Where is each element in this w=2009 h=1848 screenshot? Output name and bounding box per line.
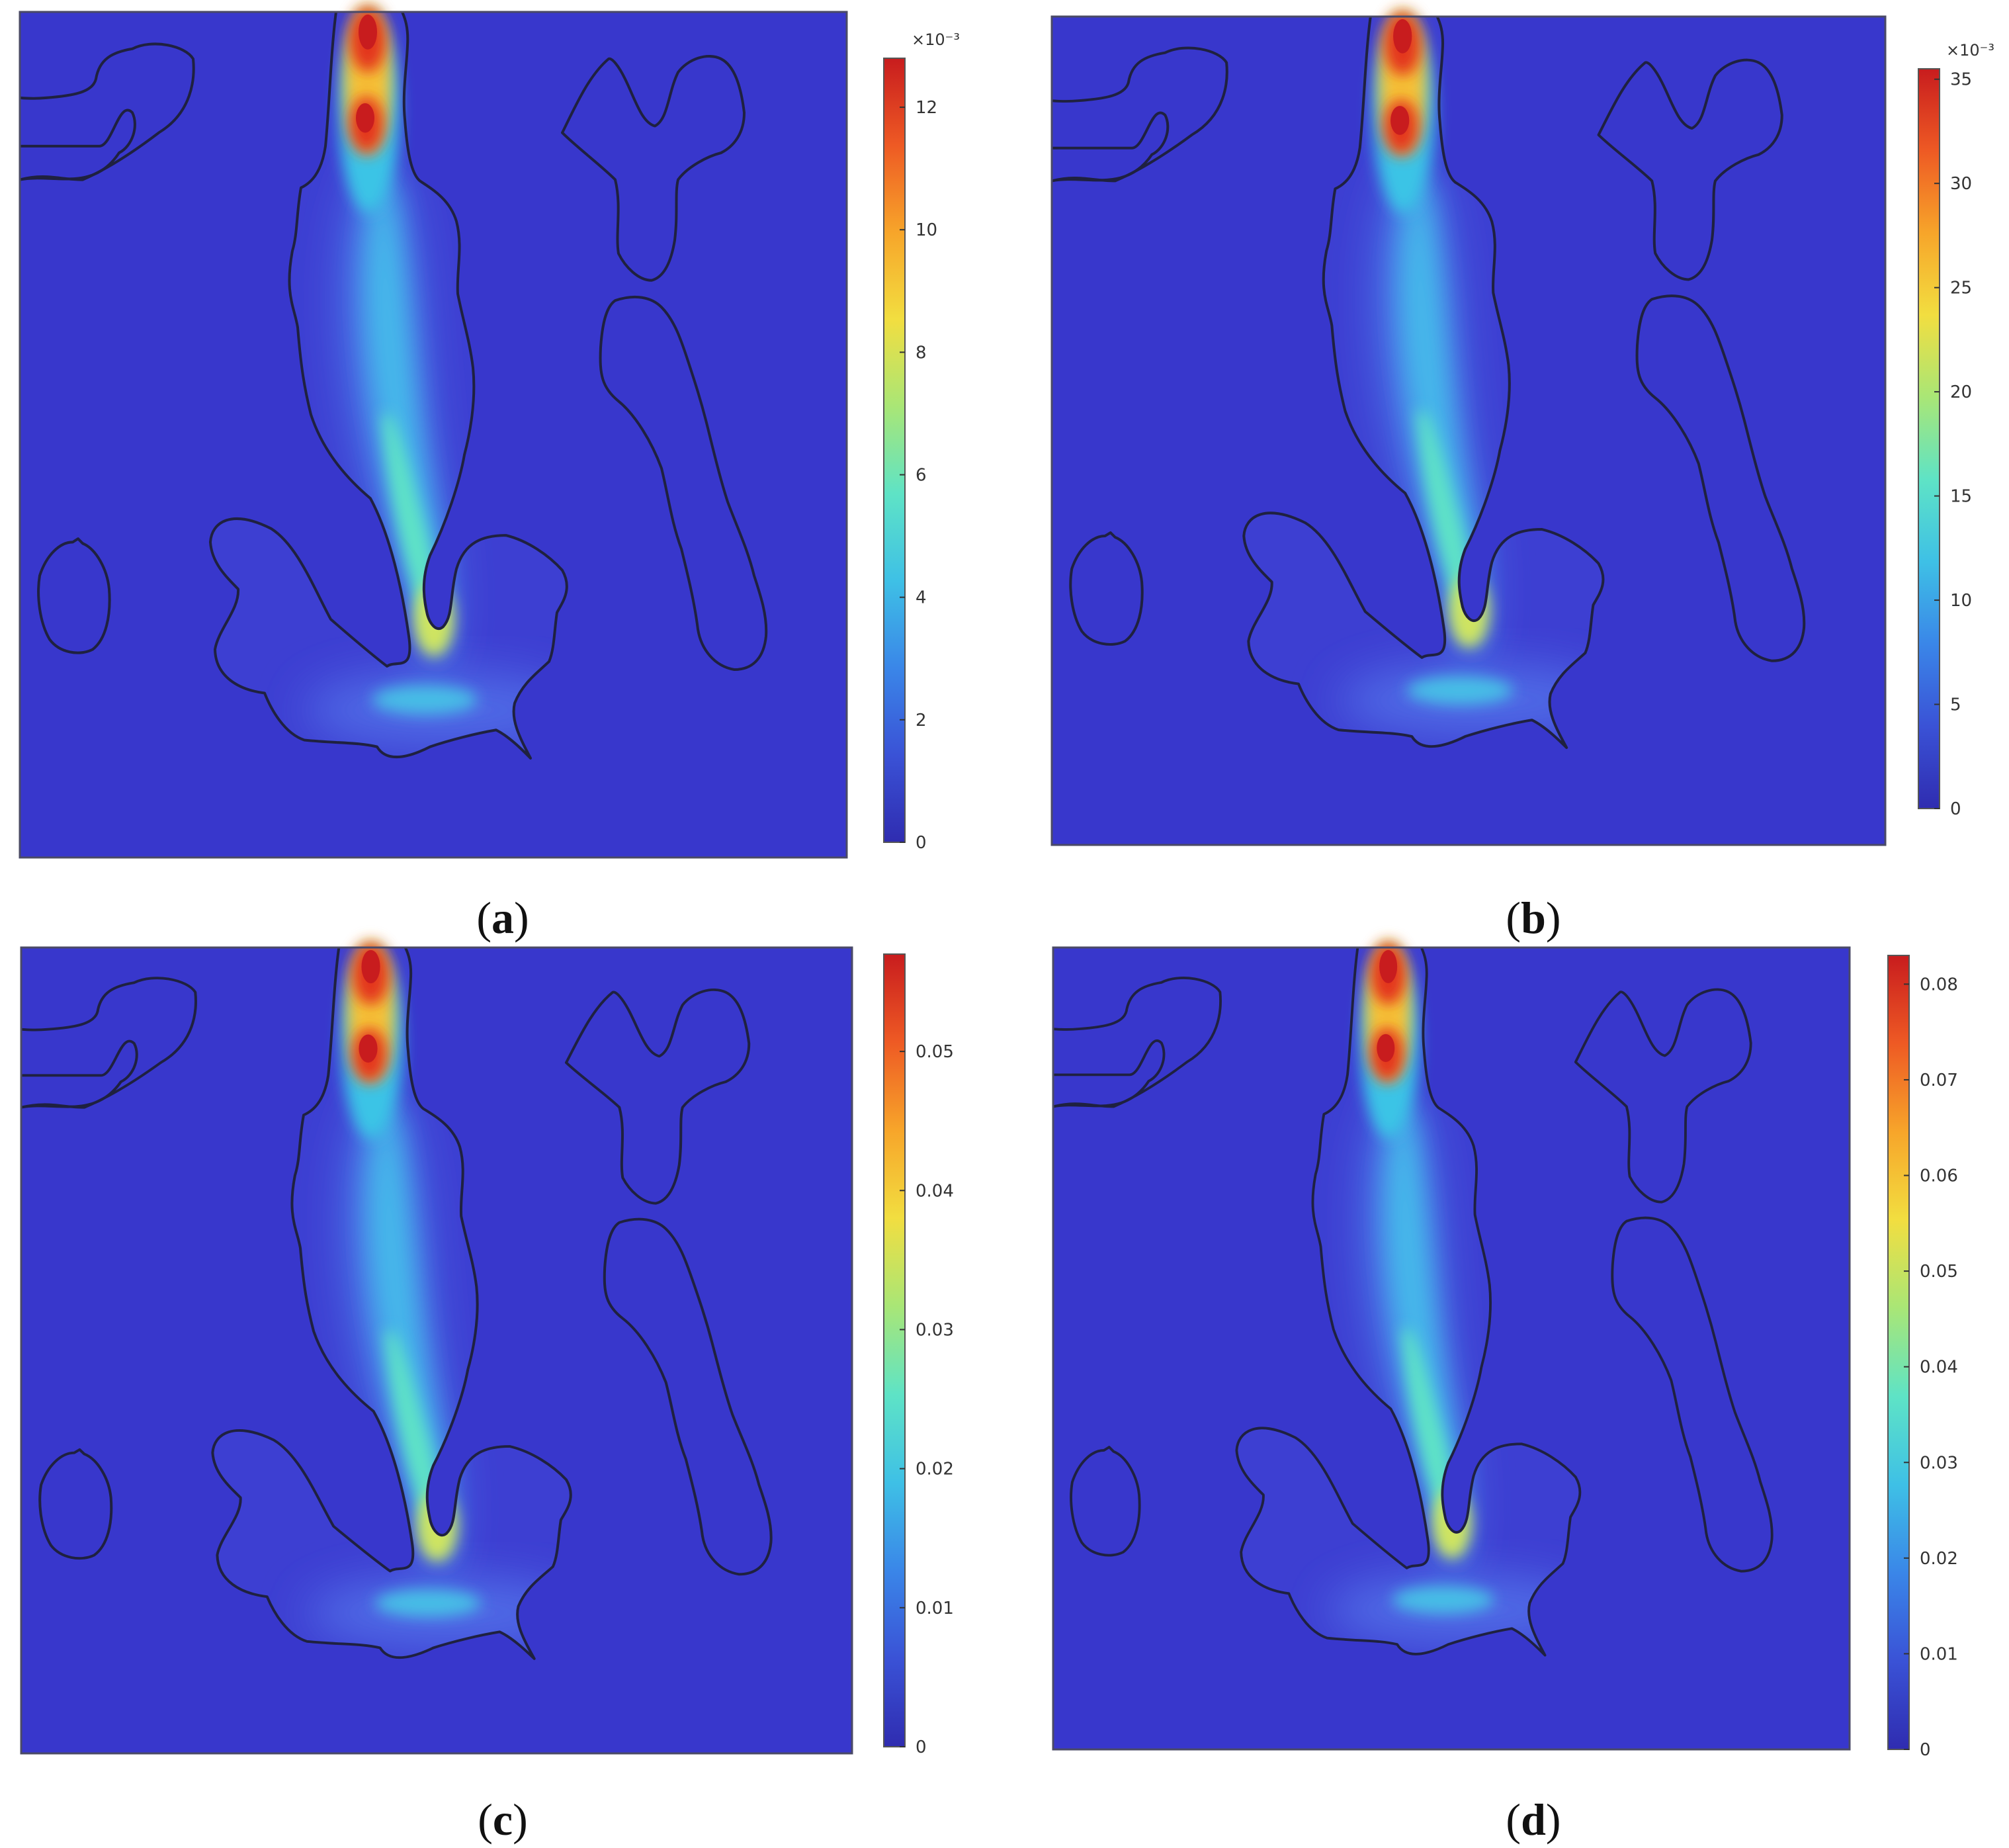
panel-d: 0 0.01 0.02 0.03 0.04 0.05 0.06 0.07 0.08 (d) bbox=[1053, 941, 1958, 1845]
colorbar-tick-label: 0 bbox=[1950, 799, 1961, 819]
colorbar-tick-label: 0.01 bbox=[916, 1599, 954, 1618]
colorbar-exponent: ×10⁻³ bbox=[1946, 41, 1994, 60]
colorbar-tick-label: 0.05 bbox=[916, 1042, 954, 1062]
colorbar-tick-label: 0.04 bbox=[1920, 1358, 1958, 1378]
field-plot-a bbox=[20, 5, 847, 858]
colorbar-tick-label: 0.03 bbox=[916, 1320, 954, 1340]
colorbar-tick-label: 35 bbox=[1950, 70, 1972, 90]
colorbar-exponent: ×10⁻³ bbox=[912, 30, 960, 49]
colorbar-tick-label: 0 bbox=[916, 1738, 927, 1757]
colorbar-b: 0 5 10 15 20 25 30 35 ×10⁻³ bbox=[1918, 41, 1994, 819]
colorbar-tick-label: 6 bbox=[916, 466, 927, 486]
colorbar-tick-label: 15 bbox=[1950, 487, 1972, 507]
colorbar-tick-label: 0 bbox=[1920, 1740, 1931, 1760]
colorbar-tick-label: 0.02 bbox=[1920, 1549, 1958, 1569]
colorbar-c: 0 0.01 0.02 0.03 0.04 0.05 bbox=[883, 953, 954, 1757]
panel-a: 0 2 4 6 8 10 12 ×10⁻³ (a) bbox=[20, 5, 960, 943]
colorbar-gradient bbox=[1887, 955, 1910, 1750]
colorbar-tick-label: 12 bbox=[916, 98, 937, 118]
colorbar-tick-label: 0.07 bbox=[1920, 1071, 1958, 1090]
panel-c: 0 0.01 0.02 0.03 0.04 0.05 (c) bbox=[21, 941, 954, 1845]
colorbar-tick-label: 0.08 bbox=[1920, 975, 1958, 994]
caption-b: (b) bbox=[1506, 893, 1560, 943]
caption-d: (d) bbox=[1506, 1794, 1560, 1845]
colorbar-gradient bbox=[1918, 68, 1940, 809]
colorbar-tick-label: 4 bbox=[916, 588, 927, 608]
colorbar-tick-label: 0.05 bbox=[1920, 1262, 1958, 1282]
colorbar-tick-label: 30 bbox=[1950, 174, 1972, 194]
colorbar-tick-label: 20 bbox=[1950, 382, 1972, 402]
colorbar-tick-label: 0.03 bbox=[1920, 1453, 1958, 1473]
colorbar-tick-label: 8 bbox=[916, 343, 927, 363]
colorbar-tick-label: 10 bbox=[1950, 591, 1972, 611]
colorbar-tick-label: 25 bbox=[1950, 279, 1972, 298]
caption-a: (a) bbox=[476, 893, 529, 943]
colorbar-gradient bbox=[883, 58, 906, 843]
field-plot-c bbox=[21, 941, 852, 1753]
colorbar-gradient bbox=[883, 953, 906, 1747]
colorbar-a: 0 2 4 6 8 10 12 ×10⁻³ bbox=[883, 30, 960, 853]
colorbar-tick-label: 10 bbox=[916, 220, 937, 240]
colorbar-tick-label: 2 bbox=[916, 711, 927, 730]
colorbar-tick-label: 0 bbox=[916, 833, 927, 853]
caption-c: (c) bbox=[478, 1794, 528, 1845]
colorbar-tick-label: 5 bbox=[1950, 695, 1961, 715]
colorbar-tick-label: 0.04 bbox=[916, 1181, 954, 1201]
panel-b: 0 5 10 15 20 25 30 35 ×10⁻³ (b) bbox=[1052, 10, 1994, 943]
colorbar-d: 0 0.01 0.02 0.03 0.04 0.05 0.06 0.07 0.08 bbox=[1887, 955, 1958, 1760]
colorbar-tick-label: 0.02 bbox=[916, 1460, 954, 1479]
field-plot-b bbox=[1052, 10, 1885, 845]
field-plot-d bbox=[1053, 941, 1850, 1749]
colorbar-tick-label: 0.01 bbox=[1920, 1644, 1958, 1664]
colorbar-tick-label: 0.06 bbox=[1920, 1166, 1958, 1186]
